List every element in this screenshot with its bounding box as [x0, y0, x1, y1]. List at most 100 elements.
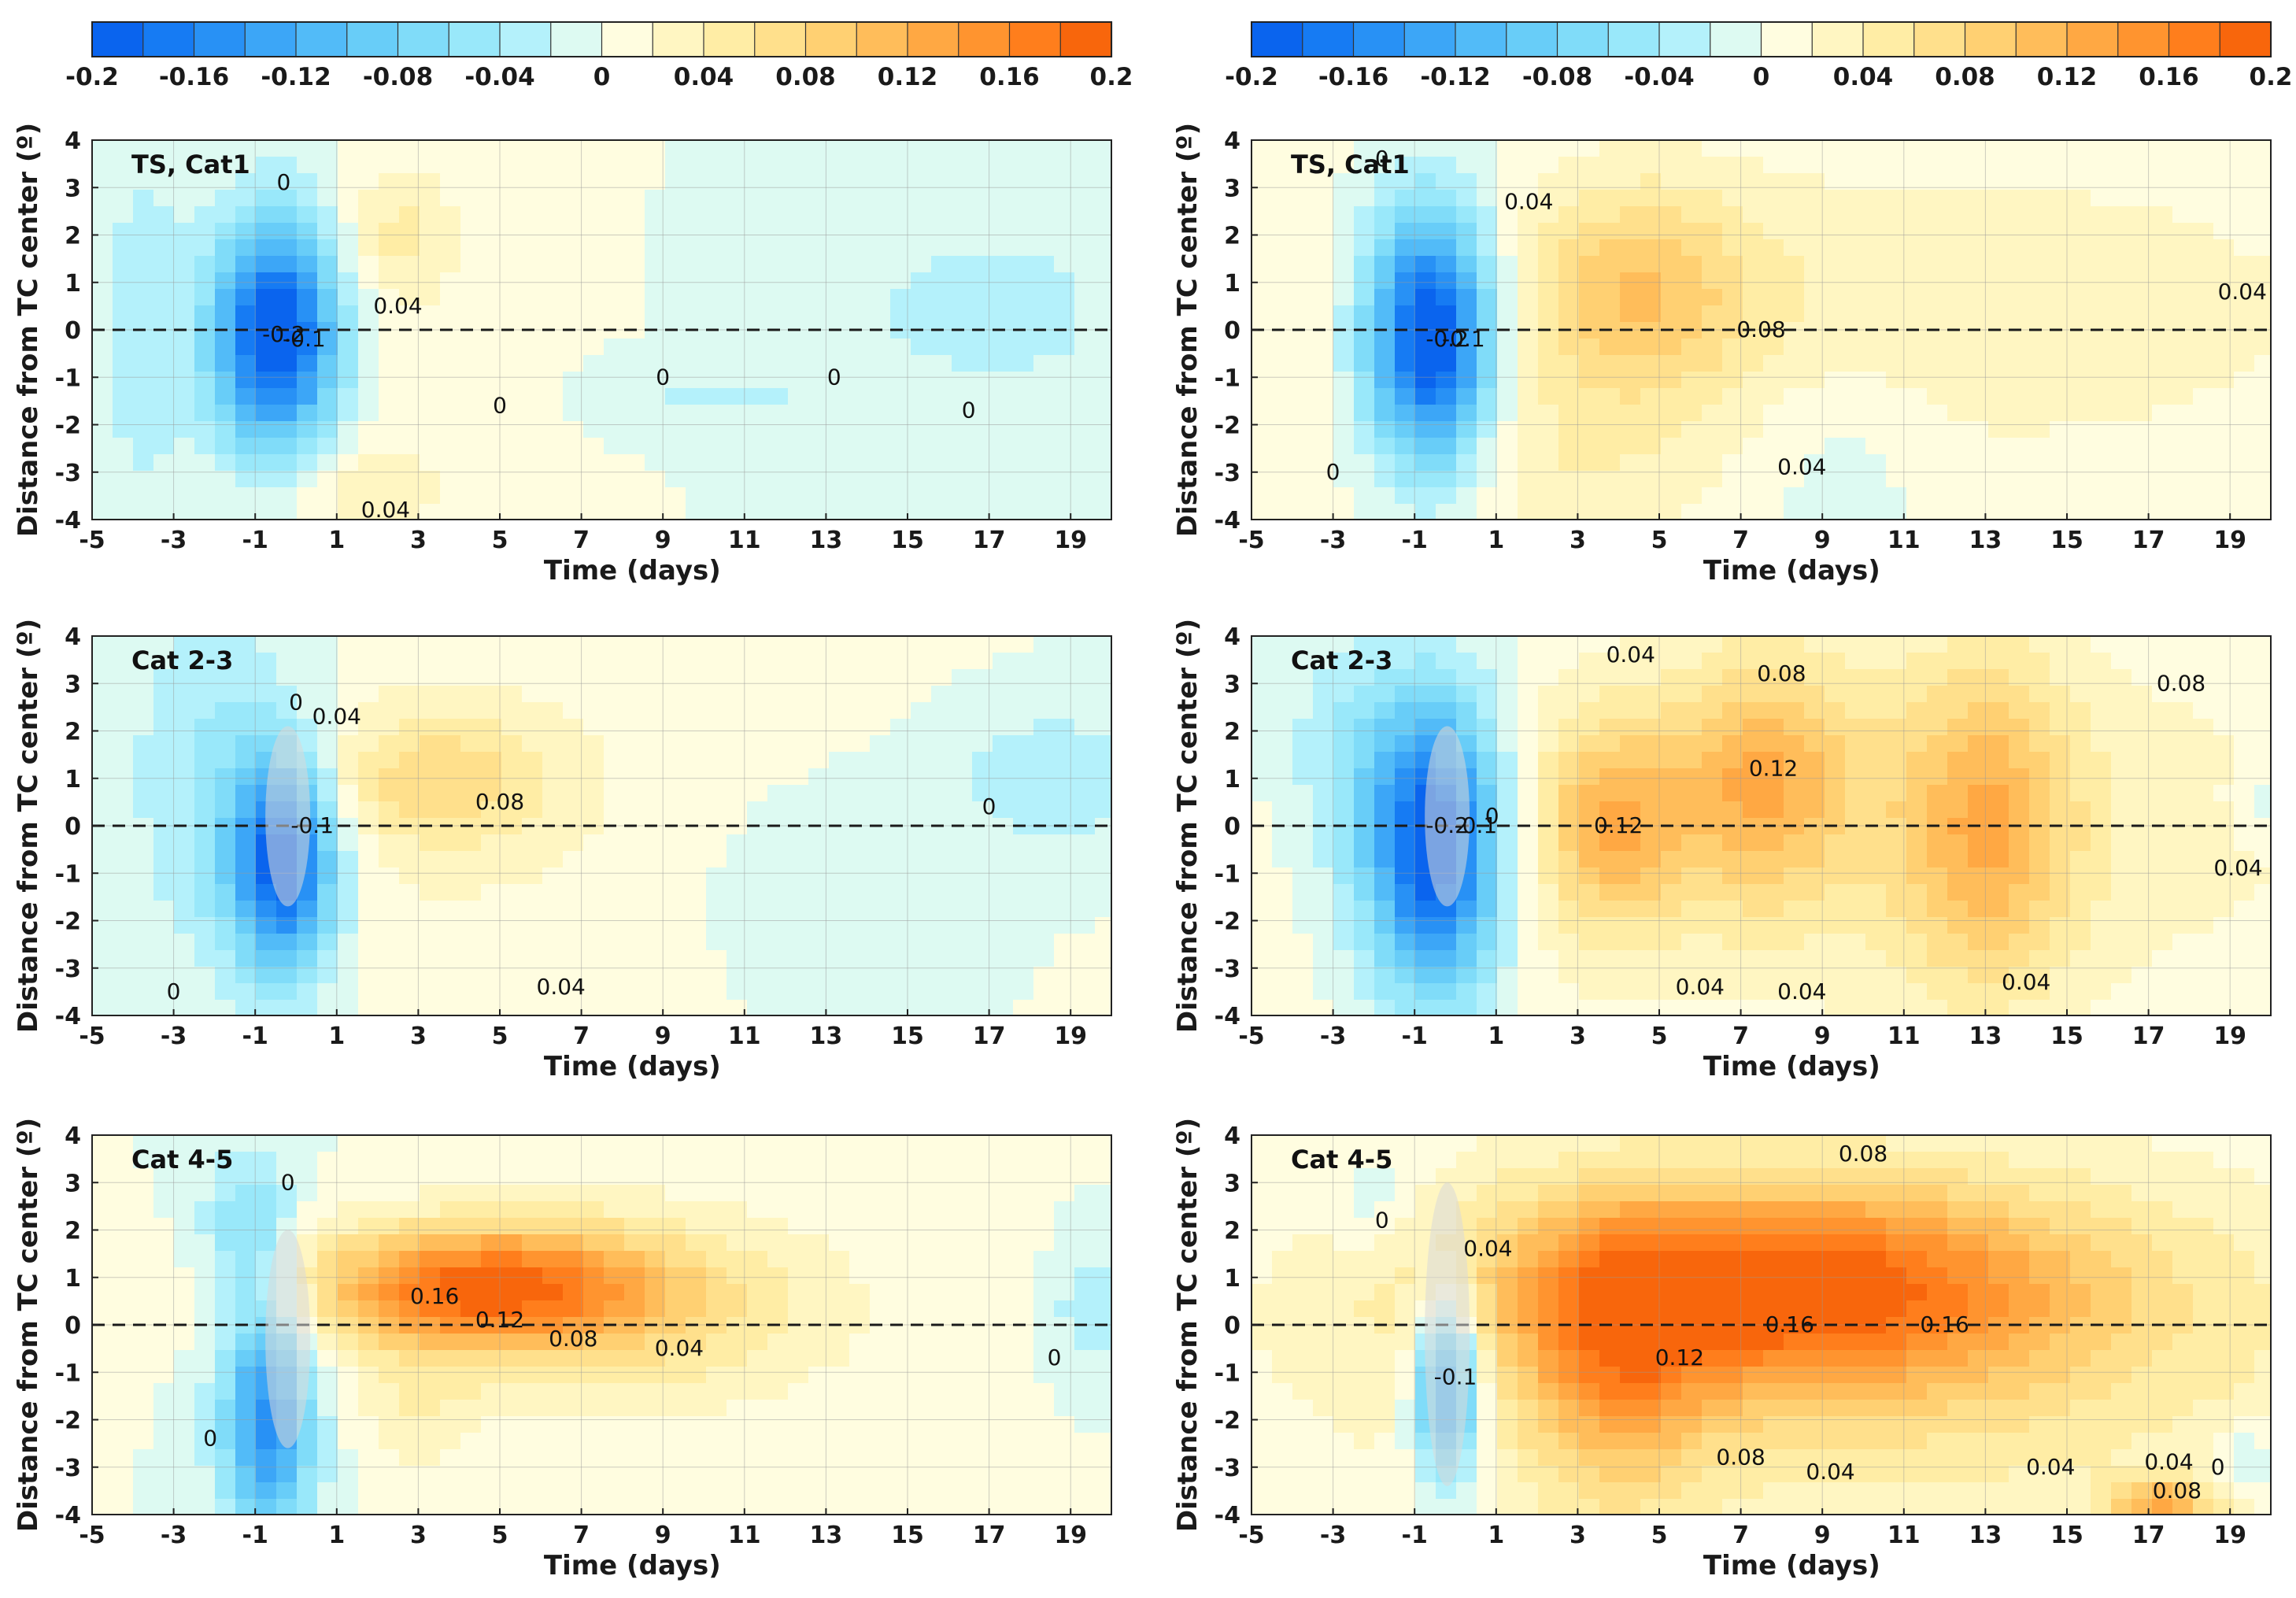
- heat-cell: [1927, 917, 1948, 934]
- heat-cell: [911, 338, 932, 356]
- heat-cell: [563, 223, 584, 240]
- heat-cell: [808, 950, 830, 967]
- colorbar-tick-label: 0.2: [2250, 63, 2293, 91]
- heat-cell: [1968, 834, 1989, 852]
- heat-cell: [604, 686, 625, 703]
- heat-cell: [256, 388, 277, 405]
- heat-cell: [1865, 239, 1887, 257]
- heat-cell: [1272, 206, 1293, 224]
- heat-cell: [317, 504, 338, 520]
- heat-cell: [133, 388, 154, 405]
- heat-cell: [153, 768, 175, 786]
- heat-cell: [501, 752, 523, 769]
- heat-cell: [2111, 421, 2132, 438]
- heat-cell: [911, 884, 932, 901]
- heat-cell: [2152, 653, 2173, 670]
- heat-cell: [1477, 256, 1498, 273]
- heat-cell: [1661, 239, 1682, 257]
- heat-cell: [2193, 653, 2214, 670]
- heat-cell: [1763, 173, 1784, 191]
- heat-cell: [1640, 669, 1662, 686]
- heat-cell: [665, 983, 686, 1001]
- heat-cell: [235, 223, 257, 240]
- heat-cell: [2009, 950, 2030, 967]
- heat-cell: [1947, 504, 1969, 520]
- heat-cell: [1702, 983, 1723, 1001]
- heat-cell: [113, 405, 134, 422]
- heat-cell: [1640, 471, 1662, 488]
- heat-cell: [829, 719, 850, 736]
- heat-cell: [952, 405, 973, 422]
- heat-cell: [1968, 851, 1989, 868]
- heat-cell: [583, 801, 605, 819]
- heat-cell: [583, 1000, 605, 1015]
- heat-cell: [747, 405, 768, 422]
- heat-cell: [1681, 190, 1703, 207]
- heat-cell: [624, 438, 645, 455]
- heat-cell: [1313, 239, 1334, 257]
- heat-cell: [1313, 867, 1334, 885]
- heat-cell: [1313, 405, 1334, 422]
- heat-cell: [501, 768, 523, 786]
- heat-cell: [2009, 355, 2030, 372]
- heat-cell: [501, 487, 523, 505]
- heat-cell: [583, 140, 605, 157]
- heat-cell: [379, 669, 400, 686]
- heat-cell: [174, 157, 195, 174]
- heat-cell: [624, 653, 645, 670]
- heat-cell: [808, 752, 830, 769]
- heat-cell: [92, 421, 113, 438]
- heat-cell: [481, 256, 502, 273]
- heat-cell: [911, 735, 932, 753]
- heat-cell: [542, 487, 564, 505]
- heat-cell: [1661, 471, 1682, 488]
- heat-cell: [1640, 355, 1662, 372]
- heat-cell: [1095, 735, 1111, 753]
- heat-cell: [133, 686, 154, 703]
- heat-cell: [215, 504, 236, 520]
- heat-cell: [2050, 1000, 2071, 1015]
- heat-cell: [113, 867, 134, 885]
- heat-cell: [276, 338, 298, 356]
- heat-cell: [1681, 702, 1703, 719]
- heat-cell: [1640, 173, 1662, 191]
- heat-cell: [624, 239, 645, 257]
- heat-cell: [2172, 934, 2194, 951]
- heat-cell: [1784, 372, 1805, 389]
- heat-cell: [256, 901, 277, 918]
- heat-cell: [686, 950, 707, 967]
- heat-cell: [1313, 256, 1334, 273]
- heat-cell: [2029, 752, 2050, 769]
- heat-cell: [1313, 950, 1334, 967]
- heat-cell: [890, 239, 911, 257]
- heat-cell: [1947, 454, 1969, 472]
- heat-cell: [2009, 801, 2030, 819]
- heat-cell: [256, 653, 277, 670]
- heat-cell: [767, 190, 789, 207]
- heat-cell: [1845, 157, 1866, 174]
- heat-cell: [235, 901, 257, 918]
- heat-cell: [2152, 801, 2173, 819]
- x-tick-label: 19: [1054, 527, 1087, 554]
- heat-cell: [1538, 752, 1559, 769]
- heat-cell: [972, 338, 993, 356]
- heat-cell: [563, 983, 584, 1001]
- heat-cell: [2029, 438, 2050, 455]
- heat-cell: [1702, 917, 1723, 934]
- heat-cell: [1313, 785, 1334, 802]
- heat-cell: [2070, 867, 2091, 885]
- heat-cell: [1640, 851, 1662, 868]
- heat-cell: [1579, 752, 1600, 769]
- heat-cell: [665, 239, 686, 257]
- heat-cell: [1292, 851, 1314, 868]
- heat-cell: [2050, 272, 2071, 290]
- heat-cell: [931, 801, 952, 819]
- heat-cell: [767, 851, 789, 868]
- heat-cell: [1906, 752, 1928, 769]
- heat-cell: [1968, 157, 1989, 174]
- heat-cell: [1865, 438, 1887, 455]
- heat-cell: [1033, 735, 1055, 753]
- heat-cell: [1374, 372, 1396, 389]
- heat-cell: [2131, 834, 2153, 852]
